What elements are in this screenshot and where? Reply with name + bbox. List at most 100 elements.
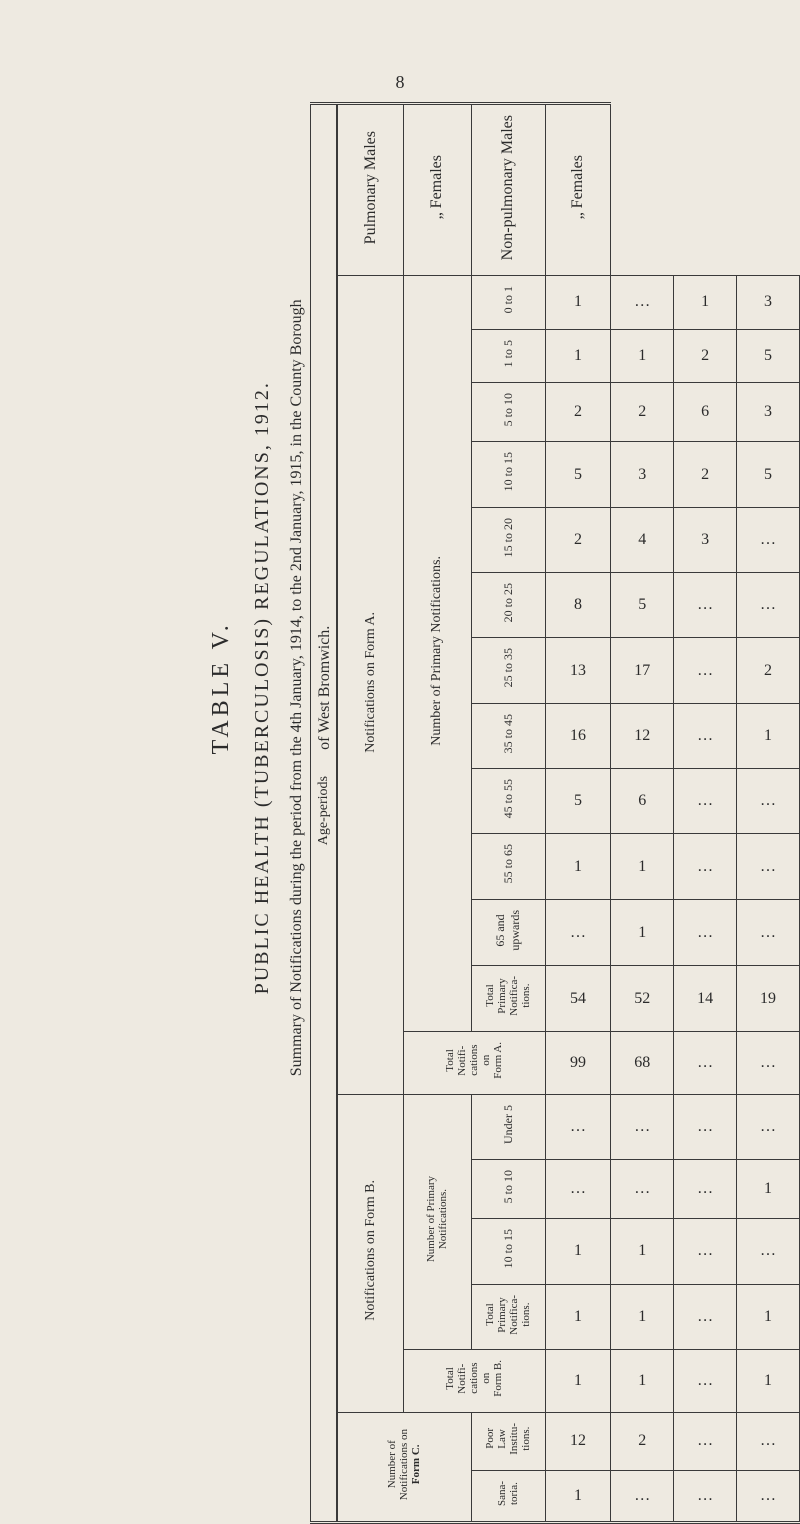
age-label: 45 to 55 [497, 769, 520, 828]
data-cell: 1 [611, 1284, 674, 1350]
data-cell: 5 [737, 329, 800, 382]
page-number: 8 [396, 72, 405, 93]
age-periods-header2: Age-periods [312, 766, 336, 855]
data-cell: 3 [737, 276, 800, 329]
data-cell: 2 [545, 383, 611, 442]
row-label-2: „ Females [424, 145, 450, 229]
sanatoria-label: Sana-toria. [492, 1471, 524, 1516]
data-cell: 4 [611, 507, 674, 572]
data-cell: 5 [545, 442, 611, 507]
total-b-label: TotalNotifi-cationsonForm B. [440, 1350, 508, 1407]
data-cell: 12 [611, 703, 674, 768]
prim-b-label: Number of PrimaryNotifications. [421, 1166, 453, 1272]
data-cell: … [737, 1219, 800, 1284]
data-cell: … [737, 834, 800, 899]
data-cell: 1 [611, 1350, 674, 1413]
data-cell: 6 [611, 769, 674, 834]
form-b-label: Notifications on Form B. [359, 1170, 383, 1331]
data-cell: 5 [545, 769, 611, 834]
data-cell: 68 [611, 1032, 674, 1095]
data-cell: 1 [545, 1219, 611, 1284]
age-label: 1 to 5 [497, 330, 520, 377]
row-label-3: Non-pulmonary Males [495, 105, 521, 270]
age-label: 65 andupwards [489, 900, 527, 961]
data-cell: … [674, 834, 737, 899]
data-cell: 54 [545, 966, 611, 1032]
data-cell: … [737, 1470, 800, 1522]
age-label: 10 to 15 [497, 1219, 520, 1278]
data-cell: … [737, 769, 800, 834]
data-table-wrapper: Age-periods Pulmonary Males „ Females No… [310, 106, 800, 1524]
data-cell: 1 [545, 1350, 611, 1413]
data-cell: … [611, 1094, 674, 1159]
data-cell: 1 [611, 899, 674, 966]
data-cell: 2 [545, 507, 611, 572]
data-cell: 8 [545, 573, 611, 638]
age-label: 5 to 10 [497, 383, 520, 436]
data-cell: 1 [737, 1284, 800, 1350]
form-a-label: Notifications on Form A. [359, 602, 383, 763]
data-cell: … [674, 769, 737, 834]
data-cell: 5 [737, 442, 800, 507]
table-subtitle: PUBLIC HEALTH (TUBERCULOSIS) REGULATIONS… [247, 138, 279, 1238]
age-label: 20 to 25 [497, 573, 520, 632]
data-cell: … [674, 1032, 737, 1095]
data-cell: … [545, 1159, 611, 1218]
data-cell: 6 [674, 383, 737, 442]
data-cell: … [674, 573, 737, 638]
total-a-label: TotalNotifi-cationsonForm A. [440, 1032, 508, 1089]
data-cell: … [674, 1412, 737, 1470]
table-title: TABLE V. [202, 138, 240, 1238]
data-cell: 1 [545, 276, 611, 329]
data-cell: … [545, 1094, 611, 1159]
data-cell: 99 [545, 1032, 611, 1095]
data-table-main: Age-periods Pulmonary Males „ Females No… [310, 102, 800, 1524]
data-cell: 3 [737, 383, 800, 442]
age-label: 0 to 1 [497, 276, 520, 323]
age-label: 35 to 45 [497, 704, 520, 763]
data-cell: 3 [674, 507, 737, 572]
data-cell: … [674, 703, 737, 768]
row-label-4: „ Females [565, 145, 591, 229]
data-cell: 1 [611, 834, 674, 899]
data-cell: … [674, 1350, 737, 1413]
data-cell: 1 [545, 329, 611, 382]
data-cell: 2 [611, 383, 674, 442]
data-cell: 2 [737, 638, 800, 703]
data-cell: … [611, 1470, 674, 1522]
age-label: 55 to 65 [497, 834, 520, 893]
age-label: 10 to 15 [497, 442, 520, 501]
data-cell: … [737, 899, 800, 966]
age-label: TotalPrimaryNotifica-tions. [480, 966, 536, 1026]
data-cell: 14 [674, 966, 737, 1032]
data-cell: … [737, 573, 800, 638]
data-cell: … [611, 276, 674, 329]
data-cell: … [611, 1159, 674, 1218]
data-cell: 12 [545, 1412, 611, 1470]
row-label-1: Pulmonary Males [358, 121, 384, 254]
data-cell: 1 [545, 834, 611, 899]
form-c-label: Number of Notifications on Form C. [382, 1419, 426, 1510]
data-cell: 2 [674, 442, 737, 507]
data-cell: 1 [737, 1350, 800, 1413]
data-cell: 13 [545, 638, 611, 703]
age-label: 25 to 35 [497, 638, 520, 697]
data-cell: … [674, 1219, 737, 1284]
age-label: TotalPrimaryNotifica-tions. [480, 1285, 536, 1345]
data-cell: … [674, 1470, 737, 1522]
age-label: 5 to 10 [497, 1160, 520, 1213]
data-cell: 2 [611, 1412, 674, 1470]
data-cell: … [737, 1412, 800, 1470]
table-detail: Summary of Notifications during the peri… [285, 138, 311, 1238]
age-label: Under 5 [497, 1095, 520, 1154]
data-cell: 1 [674, 276, 737, 329]
data-cell: … [674, 1284, 737, 1350]
data-cell: … [737, 1032, 800, 1095]
data-cell: … [737, 507, 800, 572]
data-cell: 17 [611, 638, 674, 703]
age-label: 15 to 20 [497, 508, 520, 567]
data-cell: 1 [737, 1159, 800, 1218]
data-cell: 19 [737, 966, 800, 1032]
data-cell: … [545, 899, 611, 966]
data-cell: … [737, 1094, 800, 1159]
